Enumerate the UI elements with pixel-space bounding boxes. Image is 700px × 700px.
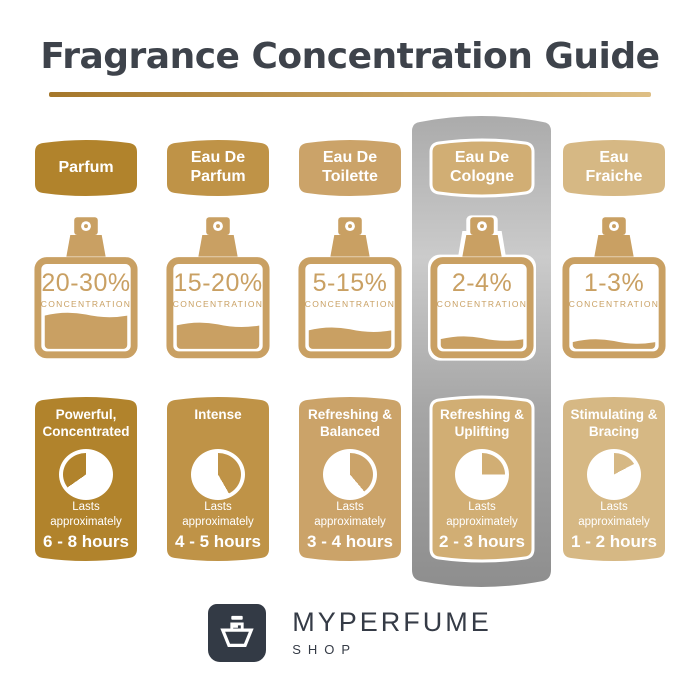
brand-subtitle: SHOP [292, 642, 358, 657]
concentration-value: 5-15% [312, 269, 388, 297]
lasts-label: Lasts approximately [182, 501, 254, 529]
concentration-value: 20-30% [41, 269, 131, 297]
lasts-label: Lasts approximately [446, 501, 518, 529]
lasts-label: Lasts approximately [578, 501, 650, 529]
liquid-fill [44, 312, 128, 349]
brand-footer: MYPERFUME SHOP [0, 604, 700, 662]
concentration-label: CONCENTRATION [172, 299, 264, 309]
perfume-bottle-icon: 5-15% CONCENTRATION [296, 215, 404, 361]
liquid-fill [176, 322, 260, 349]
info-card: Refreshing & Balanced Lasts approximatel… [296, 393, 404, 565]
fragrance-column-eau-de-toilette: Eau De Toilette 5-15% CONCENTRATION Refr [296, 115, 404, 588]
title-underline [49, 92, 651, 97]
clock-icon [455, 449, 509, 501]
duration-value: 3 - 4 hours [307, 532, 393, 551]
concentration-label: CONCENTRATION [568, 299, 660, 309]
info-card: Powerful, Concentrated Lasts approximate… [32, 393, 140, 565]
fragrance-column-eau-fraiche: Eau Fraiche 1-3% CONCENTRATION Stimulati [560, 115, 668, 588]
column-header-banner: Eau De Toilette [296, 138, 404, 198]
column-header-label: Eau Fraiche [585, 149, 643, 185]
clock-icon [587, 449, 641, 501]
concentration-value: 1-3% [583, 269, 645, 297]
column-header-label: Parfum [58, 158, 114, 176]
fragrance-column-eau-de-parfum: Eau De Parfum 15-20% CONCENTRATION Inten [164, 115, 272, 588]
bottle-cap [462, 234, 502, 257]
bottle-cap [198, 234, 238, 257]
bottle-cap [66, 234, 106, 257]
concentration-value: 15-20% [173, 269, 263, 297]
clock-icon [191, 449, 245, 501]
concentration-label: CONCENTRATION [304, 299, 396, 309]
info-card: Refreshing & Uplifting Lasts approximate… [428, 393, 536, 565]
column-header-label: Eau De Toilette [322, 149, 378, 185]
concentration-label: CONCENTRATION [40, 299, 132, 309]
concentration-value: 2-4% [451, 269, 513, 297]
brand-name: MYPERFUME [292, 607, 492, 637]
column-header-banner: Eau De Parfum [164, 138, 272, 198]
column-header-banner: Eau Fraiche [560, 138, 668, 198]
bottle-body [430, 257, 534, 359]
logo-perfume-bottle-icon [220, 615, 254, 647]
fragrance-column-eau-de-cologne: Eau De Cologne 2-4% CONCENTR [428, 115, 536, 588]
column-header-banner: Eau De Cologne [428, 138, 536, 198]
page-title: Fragrance Concentration Guide [40, 36, 660, 77]
info-card: Intense Lasts approximately 4 - 5 hours [164, 393, 272, 565]
perfume-bottle-icon: 2-4% CONCENTRATION [428, 215, 536, 361]
duration-value: 4 - 5 hours [175, 532, 261, 551]
card-title: Stimulating & Bracing [570, 407, 658, 439]
clock-icon [323, 449, 377, 501]
bottle-body [562, 257, 666, 359]
brand-logo [208, 604, 267, 662]
info-card: Stimulating & Bracing Lasts approximatel… [560, 393, 668, 565]
perfume-bottle-icon: 15-20% CONCENTRATION [164, 215, 272, 361]
bottle-cap [594, 234, 634, 257]
clock-icon [59, 449, 113, 501]
duration-value: 2 - 3 hours [439, 532, 525, 551]
fragrance-column-parfum: Parfum 20-30% CONCE [32, 115, 140, 588]
duration-value: 6 - 8 hours [43, 532, 129, 551]
concentration-label: CONCENTRATION [436, 299, 528, 309]
perfume-bottle-icon: 1-3% CONCENTRATION [560, 215, 668, 361]
card-title: Refreshing & Uplifting [439, 407, 524, 439]
column-header-label: Eau De Cologne [450, 149, 514, 185]
duration-value: 1 - 2 hours [571, 532, 657, 551]
column-header-banner: Parfum [32, 138, 140, 198]
card-title: Intense [194, 407, 242, 422]
card-title: Powerful, Concentrated [42, 407, 130, 439]
column-header-label: Eau De Parfum [190, 149, 246, 185]
lasts-label: Lasts approximately [314, 501, 386, 529]
card-title: Refreshing & Balanced [307, 407, 392, 439]
lasts-label: Lasts approximately [50, 501, 122, 529]
perfume-bottle-icon: 20-30% CONCENTRATION [32, 215, 140, 361]
bottle-cap [330, 234, 370, 257]
